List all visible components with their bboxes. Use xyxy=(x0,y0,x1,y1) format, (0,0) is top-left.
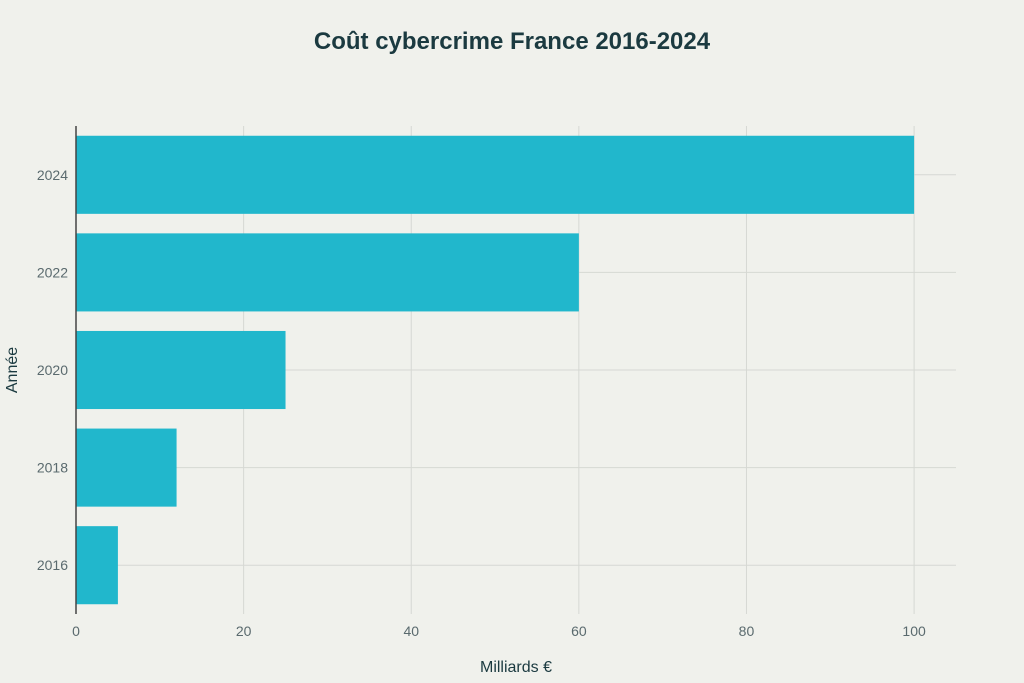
x-axis-title: Milliards € xyxy=(480,659,552,676)
chart-title: Coût cybercrime France 2016-2024 xyxy=(313,28,711,55)
y-tick-label: 2018 xyxy=(37,460,68,476)
x-tick-label: 60 xyxy=(571,623,587,639)
bar-2016 xyxy=(76,526,118,605)
bar-2018 xyxy=(76,428,177,507)
bar-2020 xyxy=(76,330,286,410)
bar-2022 xyxy=(76,233,579,312)
y-tick-label: 2016 xyxy=(37,557,68,573)
tick-labels: 0 20 40 60 80 100 2016 2018 2020 2022 2024 xyxy=(37,167,926,639)
bar-2024 xyxy=(76,135,915,214)
x-tick-label: 0 xyxy=(72,623,80,639)
x-tick-label: 40 xyxy=(403,623,419,639)
y-axis-title: Année xyxy=(4,347,21,393)
x-tick-label: 20 xyxy=(236,623,252,639)
y-tick-label: 2024 xyxy=(37,167,68,183)
x-tick-label: 100 xyxy=(902,623,926,639)
x-tick-label: 80 xyxy=(739,623,755,639)
bars xyxy=(76,135,915,605)
y-tick-label: 2022 xyxy=(37,264,68,280)
y-tick-label: 2020 xyxy=(37,362,68,378)
